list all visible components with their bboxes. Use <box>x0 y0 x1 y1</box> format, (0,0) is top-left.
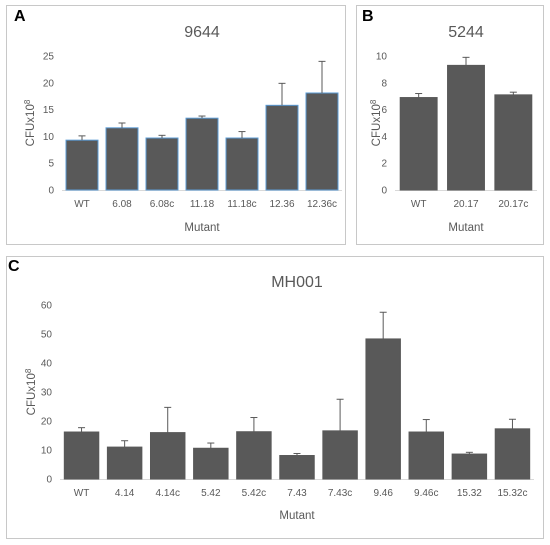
x-tick-label: WT <box>411 199 427 210</box>
x-tick-label: 6.08 <box>112 199 132 210</box>
y-tick-label: 60 <box>41 301 53 312</box>
x-tick-label: 5.42c <box>242 488 266 499</box>
y-tick-label: 10 <box>41 446 53 457</box>
x-tick-label: 5.42 <box>201 488 221 499</box>
y-tick-label: 40 <box>41 359 53 370</box>
y-tick-label: 20 <box>41 417 53 428</box>
x-tick-label: 7.43c <box>328 488 352 499</box>
bar <box>408 431 445 480</box>
bar <box>105 127 139 191</box>
y-tick-label: 50 <box>41 330 53 341</box>
bar <box>149 432 186 480</box>
y-tick-label: 30 <box>41 388 53 399</box>
y-tick-label: 10 <box>376 52 388 63</box>
y-tick-label: 20 <box>43 78 55 89</box>
bar <box>265 104 299 191</box>
y-tick-label: 0 <box>48 186 54 197</box>
y-tick-label: 6 <box>381 105 387 116</box>
bar <box>451 453 488 480</box>
bar <box>193 447 229 480</box>
x-tick-label: 15.32 <box>457 488 482 499</box>
y-axis-title: CFUx108 <box>24 368 39 415</box>
x-tick-label: 9.46c <box>414 488 438 499</box>
panel-c: MH001 0 10 20 30 40 50 60 WT 4.14 4.14c 5.42 5.42c 7.… <box>6 256 544 539</box>
x-tick-label: 7.43 <box>287 488 307 499</box>
bar <box>279 455 315 480</box>
x-tick-label: 6.08c <box>150 199 174 210</box>
x-tick-label: WT <box>74 199 90 210</box>
panel-letter-a: A <box>14 8 26 25</box>
y-tick-label: 10 <box>43 132 55 143</box>
bar <box>365 338 401 480</box>
chart-title: MH001 <box>271 274 323 291</box>
panel-a: 9644 0 5 10 15 20 25 WT 6.08 6.08c 11.18 11.18c 12.3… <box>6 5 346 245</box>
y-tick-label: 2 <box>381 159 387 170</box>
bar <box>225 137 259 191</box>
chart-9644: 9644 0 5 10 15 20 25 WT 6.08 6.08c 11.18 11.18c 12.3… <box>23 24 342 234</box>
x-tick-label: WT <box>74 488 90 499</box>
y-tick-label: 8 <box>381 78 387 89</box>
y-tick-label: 4 <box>381 132 387 143</box>
x-tick-label: 11.18 <box>190 199 215 210</box>
x-tick-label: 4.14c <box>155 488 179 499</box>
bar <box>145 137 179 191</box>
x-axis-title: Mutant <box>448 222 484 234</box>
y-tick-label: 0 <box>46 475 52 486</box>
x-tick-label: 20.17 <box>453 199 478 210</box>
bar <box>236 431 272 480</box>
y-axis-title: CFUx108 <box>23 99 38 146</box>
y-tick-label: 0 <box>381 186 387 197</box>
y-tick-label: 25 <box>43 52 55 63</box>
y-axis-title: CFUx108 <box>369 99 384 146</box>
chart-title: 5244 <box>448 24 484 41</box>
bar <box>65 139 99 191</box>
y-tick-label: 5 <box>48 159 54 170</box>
panel-letter-c: C <box>8 258 20 275</box>
x-axis-title: Mutant <box>184 222 220 234</box>
bar <box>447 64 485 191</box>
bar <box>494 94 533 191</box>
bar <box>106 446 143 480</box>
x-tick-label: 20.17c <box>498 199 528 210</box>
bar <box>322 430 358 480</box>
bar <box>494 428 531 480</box>
x-axis-title: Mutant <box>279 510 315 522</box>
x-tick-label: 12.36 <box>269 199 294 210</box>
chart-title: 9644 <box>184 24 220 41</box>
chart-mh001: MH001 0 10 20 30 40 50 60 WT 4.14 4.14c 5.42 5.42c 7.… <box>24 274 534 522</box>
panel-letter-b: B <box>362 8 374 25</box>
panel-b: 5244 0 2 4 6 8 10 WT 20.17 20.17c Mutant CFUx108 <box>356 5 544 245</box>
x-tick-label: 4.14 <box>115 488 135 499</box>
x-tick-label: 15.32c <box>497 488 527 499</box>
bar <box>399 97 438 191</box>
x-tick-label: 12.36c <box>307 199 337 210</box>
bar <box>305 92 339 191</box>
x-tick-label: 9.46 <box>373 488 393 499</box>
y-tick-label: 15 <box>43 105 55 116</box>
x-tick-label: 11.18c <box>227 199 256 210</box>
bar <box>185 117 219 191</box>
chart-5244: 5244 0 2 4 6 8 10 WT 20.17 20.17c Mutant CFUx108 <box>369 24 537 234</box>
bar <box>63 431 100 480</box>
